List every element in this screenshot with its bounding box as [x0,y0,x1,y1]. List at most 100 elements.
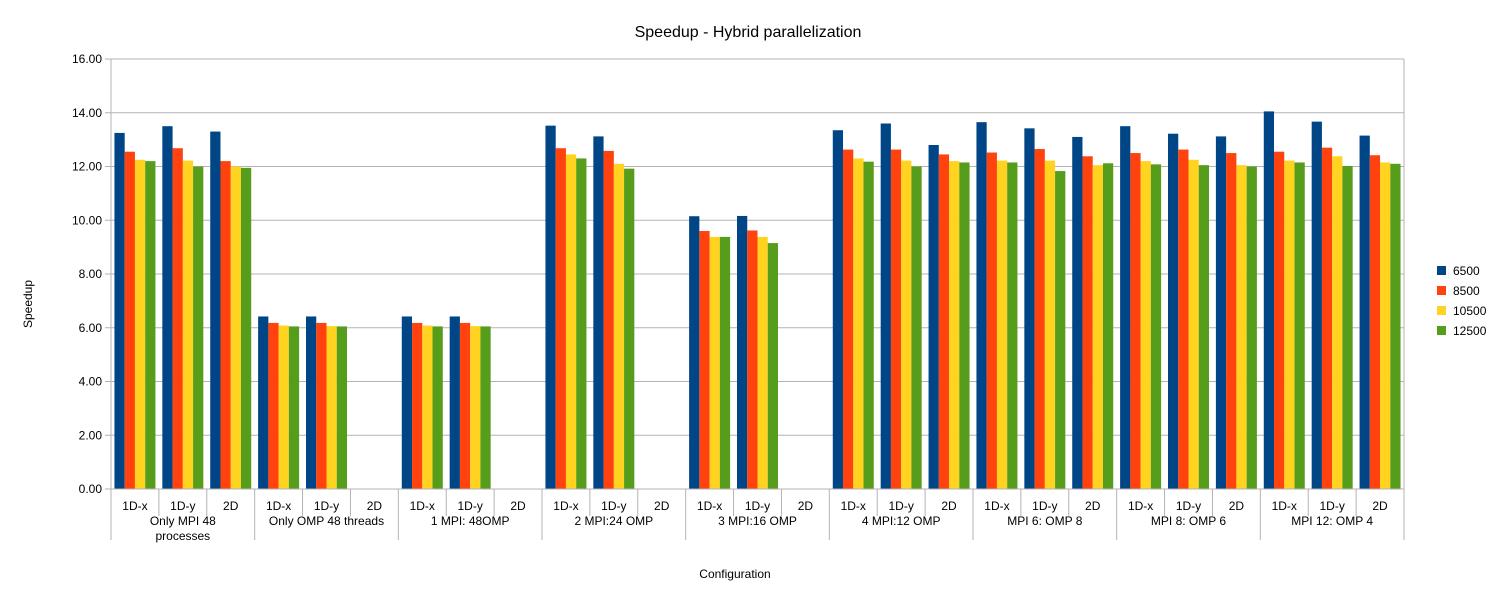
bar-series-10500 [853,158,864,489]
x-subcategory-label: 1D-y [1032,499,1057,513]
legend-swatch-8500 [1437,286,1446,295]
legend-swatch-10500 [1437,306,1446,315]
bar-series-12500 [1390,163,1401,489]
x-subcategory-label: 1D-y [745,499,770,513]
y-tick-label: 0.00 [79,482,103,496]
bar-series-8500 [412,322,423,489]
x-subcategory-label: 2D [223,499,239,513]
bar-series-12500 [288,326,300,489]
x-subcategory-label: 2D [941,499,957,513]
bar-series-12500 [719,236,731,489]
x-subcategory-label: 2D [1372,499,1388,513]
bar-series-10500 [996,160,1008,489]
bar-series-10500 [1284,160,1295,489]
x-subcategory-label: 1D-x [122,499,147,513]
bar-series-8500 [268,322,279,489]
bar-series-8500 [1369,155,1381,489]
bar-series-8500 [843,149,854,489]
bar-series-6500 [1263,111,1275,489]
x-subcategory-label: 1D-x [1272,499,1297,513]
axes: 0.00 2.00 4.00 6.00 8.00 10.00 12.00 14.00 16.00… [72,52,1405,543]
y-tick-label: 6.00 [79,321,103,335]
bar-series-8500 [938,154,950,489]
bar-series-6500 [258,316,269,489]
x-subcategory-label: 1D-y [314,499,339,513]
bar-series-6500 [114,132,125,489]
bar-series-8500 [1321,147,1333,489]
bar-series-8500 [124,151,135,489]
bar-series-8500 [555,148,566,489]
bar-series-10500 [949,161,960,489]
bar-series-8500 [1034,149,1045,489]
bar-series-12500 [1007,162,1018,489]
y-tick-label: 14.00 [72,106,102,120]
bar-series-10500 [565,154,577,489]
bar-series-8500 [172,148,183,489]
bar-series-12500 [240,167,252,489]
bar-series-6500 [210,131,221,489]
bar-series-6500 [162,126,173,489]
bar-series-10500 [278,325,289,489]
bar-series-12500 [1102,163,1114,489]
y-tick-label: 16.00 [72,52,102,66]
x-subcategory-label: 2D [367,499,383,513]
bar-series-6500 [545,125,556,490]
bar-series-6500 [880,123,891,489]
y-tick-label: 8.00 [79,267,103,281]
bar-series-8500 [603,150,614,489]
bar-series-10500 [230,166,241,489]
legend-swatch-12500 [1437,326,1446,335]
bar-series-6500 [1072,136,1083,489]
bar-series-6500 [401,316,413,489]
bar-series-8500 [220,161,231,489]
bar-series-12500 [959,162,970,489]
bar-series-10500 [1140,161,1151,489]
bar-series-6500 [1215,136,1227,489]
bar-series-6500 [689,216,700,489]
bar-series-12500 [624,168,635,489]
legend-swatch-6500 [1437,266,1446,275]
bar-series-12500 [336,326,347,489]
x-group-label: MPI 8: OMP 6 [1151,514,1226,528]
y-tick-label: 4.00 [79,375,103,389]
bar-series-10500 [757,236,768,489]
x-subcategory-label: 2D [1085,499,1101,513]
y-tick-label: 10.00 [72,213,102,227]
bar-series-6500 [1359,135,1370,489]
y-tick-label: 2.00 [79,428,103,442]
bar-series-6500 [737,215,748,489]
bar-series-10500 [613,163,625,489]
bar-series-10500 [182,160,194,489]
bar-series-12500 [1198,165,1209,489]
bar-series-8500 [890,149,902,489]
x-axis-label: Configuration [699,567,770,581]
x-subcategory-label: 1D-y [601,499,626,513]
bar-series-6500 [928,145,939,489]
x-subcategory-label: 1D-x [697,499,722,513]
bar-series-8500 [1130,153,1141,489]
legend-label-6500: 6500 [1453,264,1480,278]
x-subcategory-label: 2D [798,499,814,513]
x-group-label: processes [155,529,210,543]
bar-series-8500 [459,322,471,489]
bar-series-6500 [832,130,844,489]
y-tick-label: 12.00 [72,160,102,174]
bar-series-8500 [699,231,710,489]
bar-series-10500 [134,159,146,489]
bar-series-10500 [1332,156,1343,489]
x-subcategory-label: 2D [1229,499,1245,513]
x-group-label: 3 MPI:16 OMP [718,514,797,528]
bar-series-12500 [767,243,778,489]
bar-series-6500 [593,136,604,489]
bar-series-12500 [193,166,204,489]
bar-series-12500 [432,326,443,489]
bar-series-8500 [986,152,997,489]
bar-series-10500 [1044,160,1056,489]
legend-label-8500: 8500 [1453,284,1480,298]
bar-series-10500 [1092,165,1103,489]
y-axis-label: Speedup [21,280,35,328]
x-subcategory-label: 1D-y [1319,499,1344,513]
bar-series-10500 [709,236,720,489]
x-group-label: MPI 12: OMP 4 [1291,514,1373,528]
